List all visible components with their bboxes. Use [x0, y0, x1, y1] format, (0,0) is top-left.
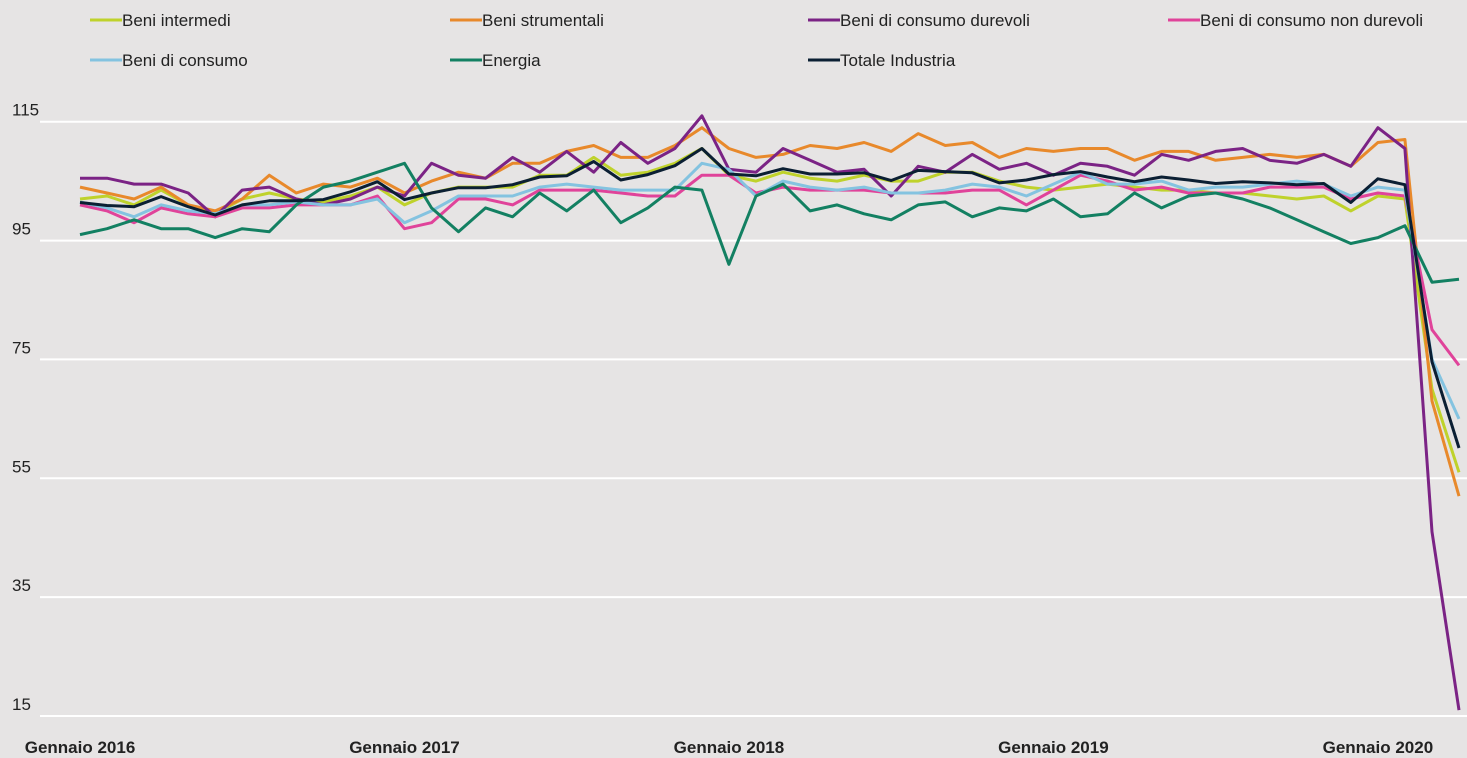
legend-label: Beni di consumo durevoli	[840, 11, 1030, 30]
x-tick-label: Gennaio 2019	[998, 738, 1109, 757]
y-tick-label: 15	[12, 695, 31, 714]
legend-label: Energia	[482, 51, 541, 70]
y-tick-label: 55	[12, 457, 31, 476]
x-tick-label: Gennaio 2020	[1323, 738, 1434, 757]
x-tick-label: Gennaio 2017	[349, 738, 460, 757]
legend-label: Beni intermedi	[122, 11, 231, 30]
y-tick-label: 75	[12, 338, 31, 357]
x-tick-label: Gennaio 2016	[25, 738, 136, 757]
legend-label: Beni strumentali	[482, 11, 604, 30]
y-tick-label: 35	[12, 576, 31, 595]
y-tick-label: 95	[12, 220, 31, 239]
series-line	[79, 147, 1461, 449]
legend-label: Beni di consumo	[122, 51, 248, 70]
x-tick-label: Gennaio 2018	[674, 738, 785, 757]
legend-label: Beni di consumo non durevoli	[1200, 11, 1423, 30]
legend-label: Totale Industria	[840, 51, 956, 70]
y-tick-label: 115	[12, 101, 39, 120]
series-line	[79, 161, 1460, 284]
series-line	[79, 126, 1461, 497]
